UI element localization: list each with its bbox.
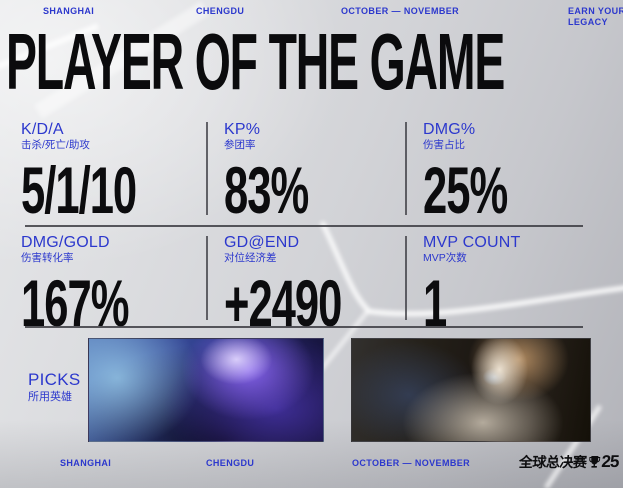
bottom-label-dates: OCTOBER — NOVEMBER — [352, 458, 471, 468]
bottom-label-shanghai: SHANGHAI — [60, 458, 112, 468]
picks-label: PICKS 所用英雄 — [28, 370, 81, 404]
top-label-tagline-line1: EARN YOUR — [568, 6, 623, 16]
stat-gd-end-label-zh: 对位经济差 — [224, 252, 277, 264]
picks-label-en: PICKS — [28, 370, 81, 389]
grid-divider-horizontal — [25, 225, 583, 227]
champion-splash-orianna — [351, 338, 591, 442]
stat-kp-value: 83% — [224, 153, 309, 227]
stat-kda-label: K/D/A — [21, 121, 64, 138]
stat-dmg-gold-label-zh: 伤害转化率 — [21, 252, 74, 264]
stat-mvp-count: MVP COUNT MVP次数 1 — [423, 234, 608, 336]
stat-dmg-label: DMG% — [423, 121, 476, 138]
worlds-trophy-icon — [588, 455, 600, 468]
stat-kp-label-zh: 参团率 — [224, 139, 256, 151]
stat-kda: K/D/A 击杀/死亡/助攻 5/1/10 — [21, 121, 206, 223]
stat-gd-end-label: GD@END — [224, 234, 300, 251]
top-label-dates: OCTOBER — NOVEMBER — [341, 6, 460, 16]
grid-divider-vertical — [206, 122, 208, 215]
grid-divider-vertical — [405, 236, 407, 320]
stat-gd-end-value: +2490 — [224, 266, 342, 340]
stat-kp-label: KP% — [224, 121, 261, 138]
stat-dmg-label-zh: 伤害占比 — [423, 139, 465, 151]
top-label-shanghai: SHANGHAI — [43, 6, 95, 16]
worlds-logo-year: 25 — [600, 452, 619, 471]
stat-mvp-count-label: MVP COUNT — [423, 234, 521, 251]
stat-mvp-count-label-zh: MVP次数 — [423, 252, 467, 264]
grid-divider-vertical — [206, 236, 208, 320]
stat-dmg-gold-label: DMG/GOLD — [21, 234, 110, 251]
stat-dmg-value: 25% — [423, 153, 508, 227]
worlds-logo: 全球总决赛 25 — [518, 452, 619, 472]
stat-dmg-gold-value: 167% — [21, 266, 129, 340]
stat-kda-value: 5/1/10 — [21, 153, 137, 227]
stat-dmg: DMG% 伤害占比 25% — [423, 121, 608, 223]
grid-divider-horizontal — [25, 326, 583, 328]
stat-gd-end: GD@END 对位经济差 +2490 — [224, 234, 409, 336]
grid-divider-vertical — [405, 122, 407, 215]
worlds-logo-text: 全球总决赛 — [518, 454, 587, 470]
stat-mvp-count-value: 1 — [423, 266, 447, 340]
top-label-chengdu: CHENGDU — [196, 6, 245, 16]
stat-kda-label-zh: 击杀/死亡/助攻 — [21, 139, 90, 151]
stat-kp: KP% 参团率 83% — [224, 121, 409, 223]
bottom-label-chengdu: CHENGDU — [206, 458, 255, 468]
top-label-tagline-line2: LEGACY — [568, 17, 608, 27]
stat-dmg-gold: DMG/GOLD 伤害转化率 167% — [21, 234, 206, 336]
champion-splash-ryze — [88, 338, 324, 442]
page-title: PLAYER OF THE GAME — [6, 17, 505, 106]
picks-label-zh: 所用英雄 — [28, 391, 72, 403]
